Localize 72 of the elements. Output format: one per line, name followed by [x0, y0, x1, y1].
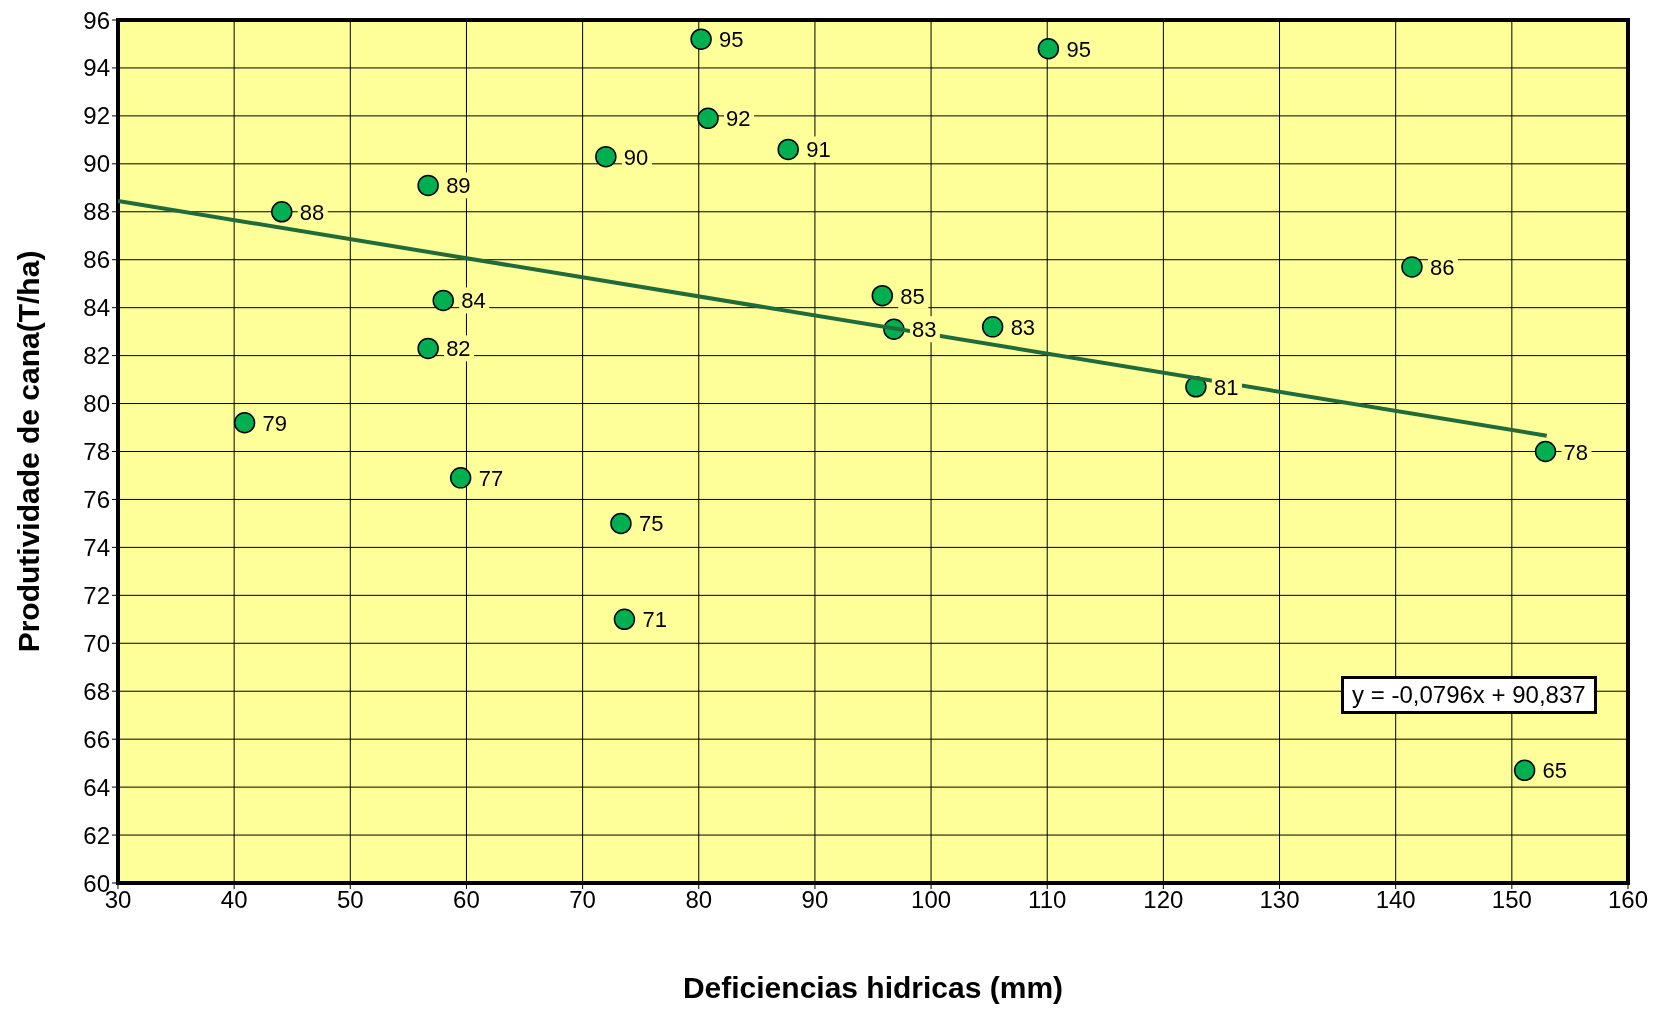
x-tick-label: 140 [1375, 886, 1416, 914]
data-label: 65 [1542, 758, 1568, 784]
data-label: 84 [461, 288, 486, 314]
point [871, 284, 894, 307]
data-label: 92 [726, 106, 751, 132]
point [432, 289, 454, 312]
point [1534, 440, 1557, 463]
y-tick-label: 86 [83, 246, 110, 274]
y-axis-title: Produtividade de cana(T/ha) [11, 250, 45, 653]
data-label: 81 [1213, 374, 1239, 400]
x-tick-label: 150 [1491, 886, 1532, 914]
y-tick-label: 74 [83, 533, 110, 561]
y-tick-label: 90 [83, 150, 110, 178]
x-tick-label: 130 [1259, 886, 1300, 914]
x-tick-label: 100 [911, 886, 952, 914]
y-tick-label: 78 [83, 438, 110, 466]
data-label: 71 [642, 607, 667, 633]
point [610, 512, 632, 535]
y-tick-label: 66 [83, 725, 110, 753]
point [271, 201, 293, 223]
data-label: 77 [478, 465, 504, 491]
data-label: 75 [638, 511, 664, 537]
data-label: 95 [719, 27, 744, 53]
y-tick-label: 96 [83, 6, 110, 34]
y-tick-label: 76 [83, 485, 110, 513]
data-label: 89 [446, 173, 471, 199]
data-label: 86 [1429, 254, 1455, 280]
data-label: 82 [446, 336, 471, 362]
point [1037, 38, 1060, 60]
data-label: 83 [911, 317, 937, 343]
data-label: 78 [1563, 439, 1589, 465]
point [1513, 759, 1536, 782]
data-label: 88 [299, 199, 325, 225]
point [595, 145, 617, 168]
y-tick-label: 88 [83, 198, 110, 226]
point [981, 316, 1004, 338]
point [233, 411, 256, 434]
x-tick-label: 40 [220, 886, 248, 914]
y-tick-label: 80 [83, 390, 110, 418]
y-tick-label: 62 [83, 821, 110, 849]
y-tick-label: 94 [83, 54, 110, 82]
point [613, 608, 636, 631]
point [697, 107, 719, 130]
point [417, 174, 439, 197]
x-tick-label: 120 [1143, 886, 1184, 914]
point [1401, 256, 1423, 278]
point [777, 138, 799, 161]
x-tick-label: 80 [685, 886, 713, 914]
point [449, 467, 472, 489]
x-tick-label: 110 [1028, 886, 1067, 914]
x-tick-label: 90 [801, 886, 829, 914]
x-tick-label: 70 [569, 886, 596, 914]
x-tick-label: 160 [1607, 886, 1649, 914]
y-tick-label: 82 [83, 342, 110, 370]
point [690, 28, 712, 50]
y-tick-label: 92 [83, 102, 110, 130]
y-tick-label: 84 [83, 294, 110, 322]
data-label: 79 [262, 410, 288, 436]
data-label: 95 [1066, 36, 1091, 62]
data-label: 85 [900, 283, 925, 309]
x-axis-title: Deficiencias hidricas (mm) [682, 971, 1064, 1004]
x-tick-label: 50 [336, 886, 364, 914]
data-label: 91 [806, 137, 831, 163]
y-tick-label: 68 [83, 677, 110, 705]
x-tick-label: 60 [453, 886, 480, 914]
data-label: 90 [623, 144, 649, 170]
y-tick-label: 72 [83, 581, 110, 609]
data-label: 83 [1010, 314, 1036, 340]
y-tick-label: 70 [83, 629, 110, 657]
y-tick-label: 64 [83, 773, 110, 801]
annotation: y = -0,0796x + 90,837 [1341, 675, 1597, 714]
point [417, 337, 439, 360]
